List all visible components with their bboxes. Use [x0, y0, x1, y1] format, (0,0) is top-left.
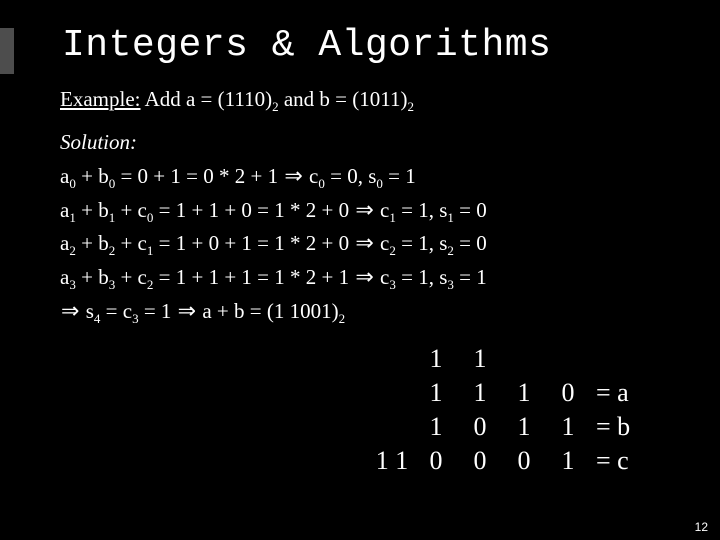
table-row: 1 1 1 0 = a	[370, 376, 650, 410]
table-cell: 0	[458, 412, 502, 442]
table-eq: = b	[590, 412, 650, 442]
example-text-2: and b = (1011)	[279, 87, 408, 111]
table-cell: 1 1	[370, 446, 414, 476]
table-cell: 1	[502, 378, 546, 408]
solution-step-2: a1 + b1 + c0 = 1 + 1 + 0 = 1 * 2 + 0 ⇒ c…	[60, 195, 680, 225]
addition-table: 1 1 1 1 1 0 = a 1 0 1 1 = b 1 1 0 0 0 1	[370, 342, 650, 478]
solution-step-3: a2 + b2 + c1 = 1 + 0 + 1 = 1 * 2 + 0 ⇒ c…	[60, 228, 680, 258]
table-cell: 1	[502, 412, 546, 442]
table-cell: 1	[414, 378, 458, 408]
solution-label: Solution:	[60, 130, 680, 155]
table-row: 1 1	[370, 342, 650, 376]
table-cell: 1	[414, 412, 458, 442]
example-line: Example: Add a = (1110)2 and b = (1011)2	[60, 87, 680, 112]
title-accent-bar	[0, 28, 14, 74]
table-cell: 1	[546, 412, 590, 442]
table-row: 1 1 0 0 0 1 = c	[370, 444, 650, 478]
table-cell: 1	[458, 344, 502, 374]
solution-step-5: ⇒ s4 = c3 = 1 ⇒ a + b = (1 1001)2	[60, 296, 680, 326]
table-cell: 0	[502, 446, 546, 476]
example-label: Example:	[60, 87, 140, 111]
table-cell: 0	[458, 446, 502, 476]
table-cell: 1	[458, 378, 502, 408]
table-eq: = c	[590, 446, 650, 476]
solution-step-4: a3 + b3 + c2 = 1 + 1 + 1 = 1 * 2 + 1 ⇒ c…	[60, 262, 680, 292]
table-eq: = a	[590, 378, 650, 408]
slide-title: Integers & Algorithms	[62, 24, 680, 67]
table-cell: 1	[546, 446, 590, 476]
example-text-1: Add a = (1110)	[140, 87, 272, 111]
table-cell: 1	[414, 344, 458, 374]
table-row: 1 0 1 1 = b	[370, 410, 650, 444]
example-sub-2: 2	[407, 99, 414, 114]
table-cell: 0	[414, 446, 458, 476]
table-cell: 0	[546, 378, 590, 408]
slide: Integers & Algorithms Example: Add a = (…	[0, 0, 720, 540]
solution-step-1: a0 + b0 = 0 + 1 = 0 * 2 + 1 ⇒ c0 = 0, s0…	[60, 161, 680, 191]
page-number: 12	[695, 520, 708, 534]
